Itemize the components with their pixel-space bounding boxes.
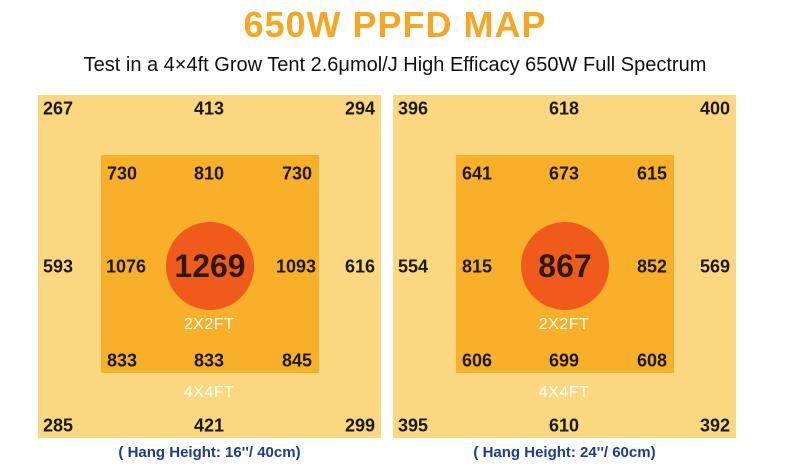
outer-mid-left-value: 593 <box>42 256 74 277</box>
outer-bottom-center-value: 610 <box>548 415 580 436</box>
outer-bottom-left-value: 285 <box>42 415 74 436</box>
inner-bottom-right-value: 845 <box>281 350 313 371</box>
inner-mid-left-value: 815 <box>461 256 493 277</box>
outer-mid-left-value: 554 <box>397 256 429 277</box>
outer-mid-right-value: 616 <box>344 256 376 277</box>
inner-bottom-left-value: 606 <box>461 350 493 371</box>
inner-mid-right-value: 852 <box>636 256 668 277</box>
outer-top-center-value: 413 <box>193 98 225 119</box>
page-subtitle: Test in a 4×4ft Grow Tent 2.6μmol/J High… <box>83 54 707 76</box>
inner-zone-label: 2X2FT <box>183 316 235 333</box>
inner-bottom-center-value: 699 <box>548 350 580 371</box>
outer-bottom-left-value: 395 <box>397 415 429 436</box>
inner-mid-left-value: 1076 <box>105 256 147 277</box>
inner-top-left-value: 641 <box>461 163 493 184</box>
inner-top-left-value: 730 <box>106 163 138 184</box>
hang-height-label-16in: ( Hang Height: 16''/ 40cm) <box>118 444 301 461</box>
outer-top-left-value: 396 <box>397 98 429 119</box>
outer-bottom-center-value: 421 <box>193 415 225 436</box>
hang-height-label-24in: ( Hang Height: 24''/ 60cm) <box>473 444 656 461</box>
inner-bottom-right-value: 608 <box>636 350 668 371</box>
inner-top-center-value: 673 <box>548 163 580 184</box>
inner-bottom-center-value: 833 <box>193 350 225 371</box>
outer-top-left-value: 267 <box>42 98 74 119</box>
inner-bottom-left-value: 833 <box>106 350 138 371</box>
ppfd-map-16in: 1269 267 413 294 593 616 285 421 299 730… <box>38 95 381 438</box>
center-reading: 867 <box>521 222 609 310</box>
ppfd-map-24in: 867 396 618 400 554 569 395 610 392 641 … <box>393 95 736 438</box>
inner-mid-right-value: 1093 <box>275 256 317 277</box>
outer-zone-label: 4X4FT <box>183 384 235 401</box>
center-reading: 1269 <box>166 222 254 310</box>
outer-top-right-value: 294 <box>344 98 376 119</box>
inner-zone-label: 2X2FT <box>538 316 590 333</box>
outer-top-center-value: 618 <box>548 98 580 119</box>
outer-mid-right-value: 569 <box>699 256 731 277</box>
page-title: 650W PPFD MAP <box>243 4 547 45</box>
inner-top-center-value: 810 <box>193 163 225 184</box>
inner-top-right-value: 730 <box>281 163 313 184</box>
inner-top-right-value: 615 <box>636 163 668 184</box>
outer-bottom-right-value: 392 <box>699 415 731 436</box>
outer-zone-label: 4X4FT <box>538 384 590 401</box>
outer-bottom-right-value: 299 <box>344 415 376 436</box>
outer-top-right-value: 400 <box>699 98 731 119</box>
